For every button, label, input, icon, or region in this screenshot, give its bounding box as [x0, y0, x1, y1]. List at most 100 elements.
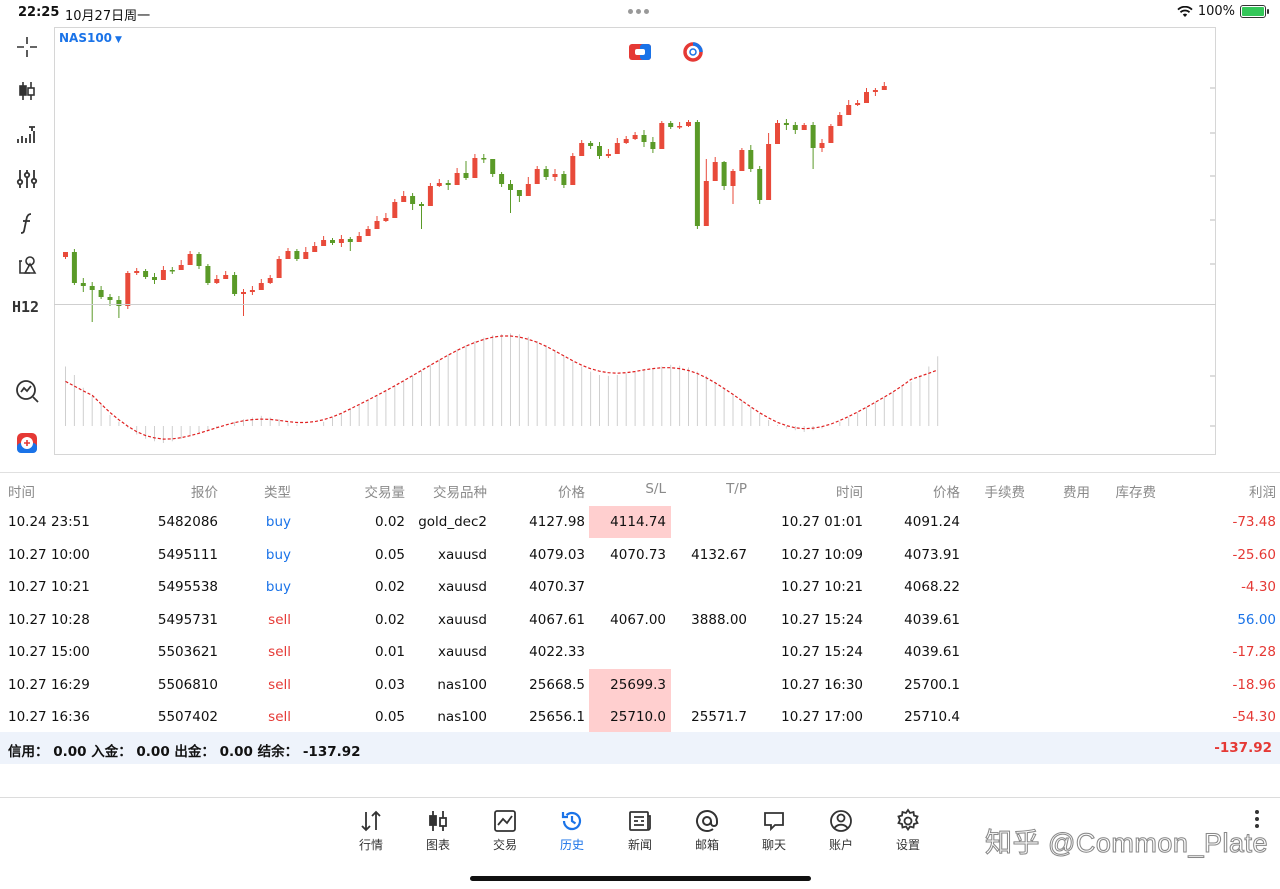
tab-candles[interactable]: 图表	[413, 806, 463, 853]
tab-label: 图表	[425, 838, 450, 852]
cell-volume: 0.02	[374, 611, 405, 628]
candle-body	[436, 183, 442, 186]
column-header[interactable]: 费用	[1063, 485, 1090, 501]
candle-body	[597, 146, 602, 156]
cell-close-time: 10.27 15:24	[781, 644, 863, 660]
column-header[interactable]: 时间	[8, 485, 35, 501]
candle-body	[614, 143, 620, 154]
table-row[interactable]: 10.24 23:51 5482086 buy 0.02 gold_dec2 4127.9…	[0, 506, 1280, 539]
cell-type: sell	[268, 611, 291, 628]
multitask-dots-icon[interactable]	[628, 9, 649, 14]
cell-open-price: 4079.03	[529, 546, 585, 563]
candle-body	[694, 122, 700, 226]
column-header[interactable]: 库存费	[1115, 485, 1157, 501]
table-row[interactable]: 10.27 15:00 5503621 sell 0.01 xauusd 4022.33 1…	[0, 636, 1280, 669]
cell-type: sell	[268, 644, 291, 660]
tab-account[interactable]: 账户	[816, 806, 866, 853]
function-icon[interactable]	[12, 208, 42, 238]
more-menu-icon[interactable]	[1255, 810, 1259, 828]
watermark: 知乎 @Common_Plate	[985, 828, 1269, 859]
candles-icon	[413, 806, 463, 836]
sl-highlight	[589, 701, 671, 733]
column-header[interactable]: 时间	[836, 485, 863, 501]
candle-body	[783, 123, 789, 125]
tab-label: 邮箱	[694, 838, 719, 852]
table-row[interactable]: 10.27 16:29 5506810 sell 0.03 nas100 25668.5 2…	[0, 668, 1280, 702]
column-header[interactable]: 价格	[558, 485, 585, 501]
cell-ticket: 5495731	[157, 611, 218, 628]
indicators-bars-icon[interactable]	[12, 120, 42, 150]
tab-gear[interactable]: 设置	[883, 806, 933, 853]
signal-ring-icon[interactable]	[682, 42, 704, 62]
table-row[interactable]: 10.27 10:00 5495111 buy 0.05 xauusd 4079.03 40…	[0, 539, 1280, 572]
one-click-trading-icon[interactable]	[629, 43, 651, 61]
candle-body	[374, 221, 380, 229]
cell-close-price: 4068.22	[904, 579, 960, 595]
cell-close-price: 4039.61	[904, 611, 960, 628]
cell-volume: 0.05	[374, 709, 405, 725]
tab-chat[interactable]: 聊天	[749, 806, 799, 853]
candle-body	[561, 174, 567, 185]
candle-body	[846, 105, 852, 115]
column-header[interactable]: T/P	[726, 481, 747, 497]
column-header[interactable]: 价格	[933, 485, 960, 501]
cell-close-price: 4073.91	[904, 546, 960, 563]
cell-symbol: xauusd	[438, 611, 487, 628]
table-row[interactable]: 10.27 10:21 5495538 buy 0.02 xauusd 4070.37 10…	[0, 571, 1280, 604]
candle-body	[143, 271, 149, 277]
tab-history[interactable]: 历史	[547, 806, 597, 853]
price-chart[interactable]	[54, 27, 1216, 455]
candle-body	[819, 143, 825, 148]
sl-highlight	[589, 506, 671, 538]
tab-at[interactable]: 邮箱	[682, 806, 732, 853]
candle-body	[508, 184, 513, 190]
candle-body	[632, 135, 638, 139]
tab-label: 设置	[895, 838, 920, 852]
objects-icon[interactable]	[12, 250, 42, 280]
crosshair-icon[interactable]	[12, 32, 42, 62]
cell-close-time: 10.27 01:01	[781, 514, 863, 530]
column-header[interactable]: 交易品种	[433, 485, 487, 501]
chart-canvas[interactable]	[55, 28, 1215, 454]
column-header[interactable]: S/L	[645, 481, 666, 497]
candle-body	[605, 154, 611, 156]
column-header[interactable]: 手续费	[984, 485, 1026, 501]
app-logo-icon[interactable]	[12, 428, 42, 458]
column-header[interactable]: 交易量	[364, 485, 406, 501]
symbol-label: NAS100	[59, 31, 113, 45]
sliders-icon[interactable]	[12, 164, 42, 194]
cell-sl: 25699.3	[610, 676, 666, 693]
cell-open-price: 25656.1	[529, 709, 585, 725]
chart-analytics-icon[interactable]	[12, 376, 42, 406]
cell-open-price: 4022.33	[529, 644, 585, 660]
column-header[interactable]: 报价	[191, 485, 218, 501]
sl-highlight	[589, 668, 671, 701]
candle-body	[739, 150, 745, 171]
timeframe-label[interactable]: H12	[12, 298, 40, 316]
cell-type: buy	[265, 514, 291, 530]
candle-body	[321, 240, 327, 246]
cell-open-price: 4067.61	[529, 611, 585, 628]
cell-sl: 25710.0	[610, 709, 666, 725]
candle-body	[356, 236, 362, 242]
candle-body	[383, 218, 389, 221]
candle-body	[828, 126, 834, 143]
cell-ticket: 5506810	[157, 676, 218, 693]
candle-body	[570, 156, 576, 185]
candle-body	[178, 265, 184, 270]
cell-close-price: 25710.4	[904, 709, 960, 725]
tab-label: 聊天	[761, 838, 786, 852]
column-header[interactable]: 利润	[1249, 485, 1276, 501]
tab-news[interactable]: 新闻	[615, 806, 665, 853]
indicator-divider[interactable]	[54, 304, 1216, 305]
table-row[interactable]: 10.27 16:36 5507402 sell 0.05 nas100 25656.1 2…	[0, 701, 1280, 734]
tab-trade-chart[interactable]: 交易	[480, 806, 530, 853]
table-row[interactable]: 10.27 10:28 5495731 sell 0.02 xauusd 4067.61 4…	[0, 604, 1280, 637]
column-header[interactable]: 类型	[264, 485, 291, 501]
tab-label: 历史	[559, 838, 584, 852]
candlestick-type-icon[interactable]	[12, 76, 42, 106]
tab-arrows[interactable]: 行情	[346, 806, 396, 853]
cell-profit: -18.96	[1232, 676, 1276, 693]
home-indicator[interactable]	[470, 876, 811, 881]
symbol-selector[interactable]: NAS100 ▼	[59, 31, 122, 45]
